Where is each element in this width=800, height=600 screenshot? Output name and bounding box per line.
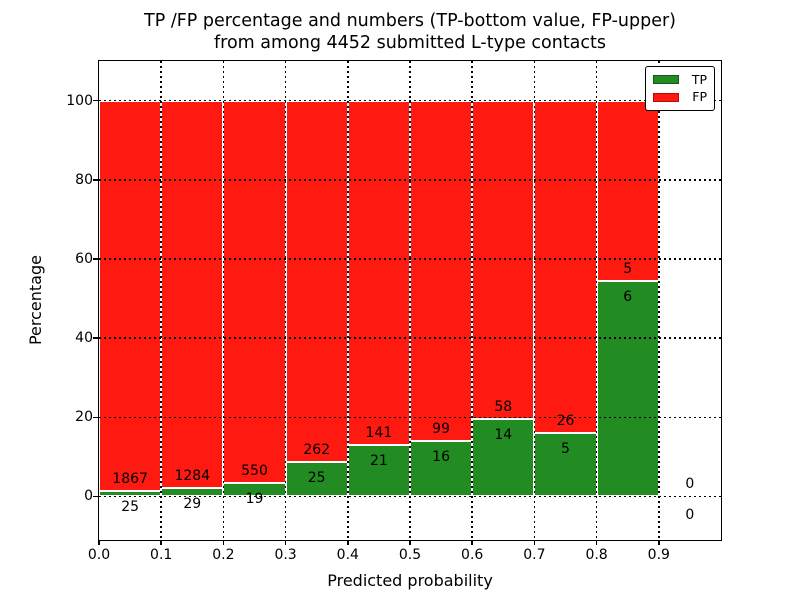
horizontal-gridline (99, 99, 721, 102)
x-tickmark (284, 541, 287, 545)
x-tickmark (409, 541, 411, 545)
y-tickmark (93, 258, 98, 260)
chart-title: TP /FP percentage and numbers (TP-bottom… (99, 10, 721, 54)
horizontal-gridline (99, 179, 721, 181)
y-tick-label: 40 (75, 330, 93, 347)
y-tick-label: 100 (66, 92, 93, 109)
vertical-gridline (595, 61, 598, 540)
x-tick-label: 0.9 (647, 547, 670, 563)
x-tickmark (222, 541, 225, 545)
tp-count-label: 29 (183, 495, 202, 512)
y-tickmark (93, 495, 98, 498)
vertical-gridline (222, 61, 225, 540)
vertical-gridline (160, 61, 162, 540)
horizontal-gridline (99, 495, 721, 498)
x-tick-label: 0.0 (87, 547, 111, 563)
fp-count-label: 58 (494, 399, 513, 416)
y-axis-label: Percentage (26, 255, 45, 346)
legend-swatch-fp (653, 92, 679, 102)
x-axis-label: Predicted probability (327, 571, 493, 590)
fp-count-label: 1284 (174, 467, 211, 484)
bar-fp-segment (472, 100, 535, 420)
tp-count-label: 14 (494, 427, 513, 444)
y-tick-label: 60 (75, 250, 93, 267)
tp-count-label: 25 (121, 499, 140, 516)
x-tickmark (471, 541, 473, 545)
legend: TP FP (645, 66, 715, 111)
fp-count-label: 141 (365, 425, 393, 442)
x-tickmark (160, 541, 162, 545)
fp-count-label: 26 (556, 412, 575, 429)
horizontal-gridline (99, 337, 721, 339)
horizontal-gridline (99, 258, 721, 260)
vertical-gridline (658, 61, 660, 540)
fp-count-label: 262 (303, 441, 331, 458)
horizontal-gridline (99, 416, 721, 419)
fp-count-label: 0 (685, 476, 695, 493)
x-tick-label: 0.5 (398, 547, 422, 563)
bar-fp-segment (347, 100, 410, 446)
fp-count-label: 1867 (112, 471, 148, 488)
x-tickmark (347, 541, 349, 545)
vertical-gridline (347, 61, 349, 540)
legend-swatch-tp (653, 75, 679, 85)
y-tick-label: 80 (75, 171, 93, 188)
vertical-gridline (284, 61, 287, 540)
legend-item-fp: FP (653, 90, 707, 104)
tp-count-label: 5 (561, 440, 570, 457)
fp-count-label: 99 (432, 421, 450, 438)
vertical-gridline (409, 61, 411, 540)
y-tick-label: 0 (84, 488, 93, 505)
tp-count-label: 21 (369, 453, 388, 470)
tp-count-label: 25 (307, 469, 326, 486)
tp-count-label: 19 (245, 491, 264, 508)
x-tick-label: 0.4 (336, 547, 359, 563)
fp-count-label: 5 (623, 260, 633, 277)
chart-title-line1: TP /FP percentage and numbers (TP-bottom… (144, 11, 676, 31)
vertical-gridline (471, 61, 473, 540)
bar-fp-segment (99, 100, 162, 492)
x-tick-label: 0.2 (212, 547, 235, 563)
chart-title-line2: from among 4452 submitted L-type contact… (213, 33, 607, 53)
x-tick-label: 0.7 (523, 547, 546, 563)
x-tick-label: 0.1 (150, 547, 173, 563)
bar-tp-segment (596, 280, 659, 497)
bar-tp-segment (534, 432, 597, 497)
tp-count-label: 0 (685, 507, 695, 524)
bar-tp-segment (472, 419, 535, 497)
y-tick-label: 20 (75, 409, 93, 426)
vertical-gridline (533, 61, 536, 540)
x-tickmark (533, 541, 536, 545)
y-tickmark (93, 179, 98, 181)
x-tickmark (98, 541, 100, 545)
y-tickmark (93, 99, 98, 102)
bar-fp-segment (410, 100, 473, 442)
legend-label-fp: FP (692, 89, 707, 105)
tp-count-label: 6 (623, 288, 633, 305)
x-tickmark (595, 541, 598, 545)
x-tick-label: 0.8 (585, 547, 608, 563)
tp-count-label: 16 (432, 449, 450, 466)
x-tick-label: 0.3 (274, 547, 297, 563)
plot-area: 1867 25 1284 29 550 19 262 25 141 21 99 16 58 14 26 5 5 6… (98, 60, 722, 541)
legend-label-tp: TP (691, 71, 707, 87)
x-tick-label: 0.6 (461, 547, 484, 563)
x-tickmark (658, 541, 660, 545)
y-tickmark (93, 337, 98, 339)
fp-count-label: 550 (241, 463, 268, 480)
bar-fp-segment (596, 100, 659, 281)
legend-item-tp: TP (653, 71, 707, 87)
y-tickmark (93, 416, 98, 419)
bar-fp-segment (285, 100, 348, 462)
bar-fp-segment (161, 100, 224, 488)
bar-fp-segment (223, 100, 286, 484)
